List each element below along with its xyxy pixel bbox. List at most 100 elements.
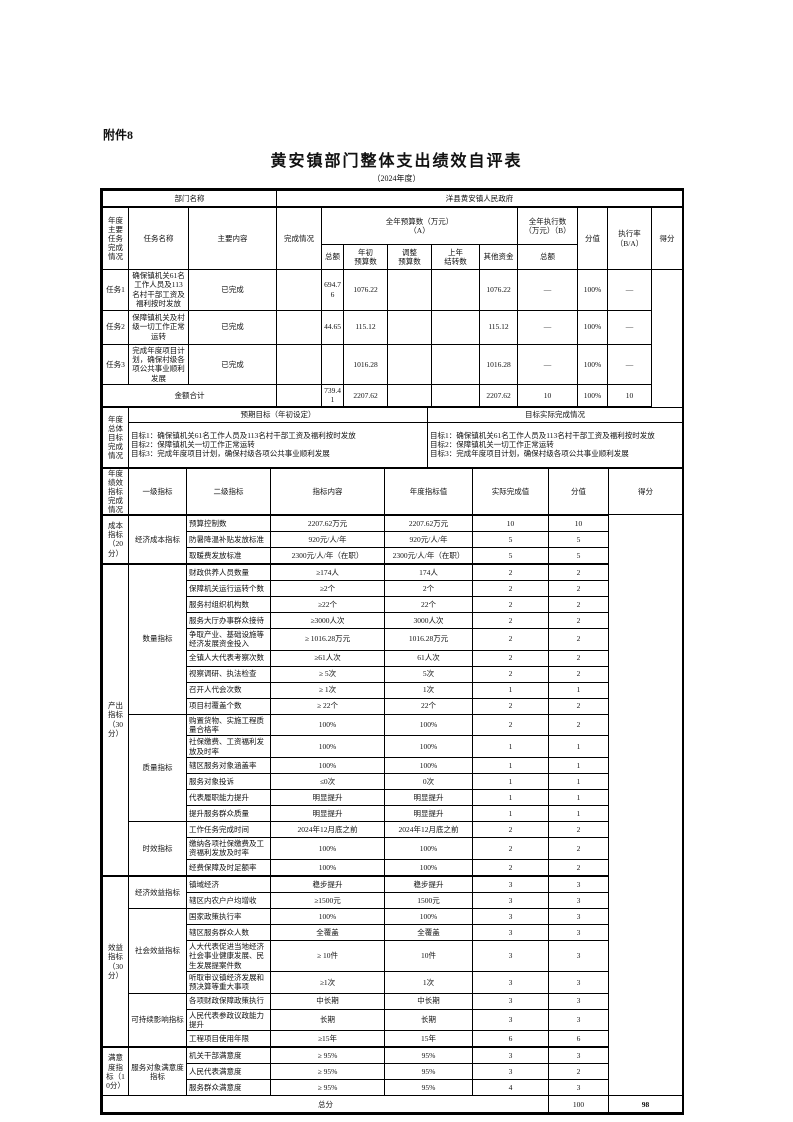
indicator-row: 服务村组织机构数 ≥22个 22个 2 2: [103, 595, 683, 613]
indicator-target: ≥15年: [270, 1030, 385, 1048]
indicator-content: 辖区服务群众人数: [186, 923, 271, 941]
indicator-points: 1: [472, 773, 549, 790]
indicator-content: 机关干部满意度: [186, 1046, 271, 1065]
indicator-score: 3: [548, 939, 609, 972]
indicator-points: 6: [472, 1030, 549, 1048]
indicator-points: 5: [472, 546, 549, 565]
indicator-actual: 920元/人/年: [384, 530, 473, 548]
indicator-content: 争取产业、基础设施等经济发展资金投入: [186, 627, 271, 651]
task-content: 保障镇机关及村级一切工作正常运转: [128, 309, 189, 345]
goal-expected-1: 目标1：确保镇机关61名工作人员及113名村干部工资及福利按时发放: [131, 430, 356, 440]
goals-section-label-text: 年度总体目标完成情况: [108, 414, 123, 460]
col-adjusted-budget: 调整 预算数: [387, 244, 432, 270]
summary-other: [431, 384, 480, 407]
col-indicator-score: 得分: [608, 467, 683, 516]
goal-expected-2: 目标2：保障镇机关一切工作正常运转: [131, 440, 255, 450]
task-score: —: [607, 309, 652, 345]
indicator-score: 2: [548, 595, 609, 613]
indicator-actual: 1016.28万元: [384, 627, 473, 651]
summary-score: 10: [607, 384, 652, 407]
goals-actual-content: 目标1：确保镇机关61名工作人员及113名村干部工资及福利按时发放 目标2：保障…: [427, 421, 683, 468]
col-total-b: 总额: [517, 244, 578, 270]
task-initial: [321, 343, 344, 385]
indicator-score: 2: [548, 837, 609, 860]
indicator-target: 100%: [270, 735, 385, 758]
indicator-content: 服务大厅办事群众接待: [186, 611, 271, 629]
summary-total-a: [276, 384, 322, 407]
task-name: 任务3: [102, 343, 129, 385]
tasks-summary-row: 金额合计 739.41 2207.62 2207.62 10 100% 10: [102, 384, 683, 407]
indicator-content: 人大代表促进当地经济社会事业健康发展、民生发展提案件数: [186, 939, 271, 972]
indicator-actual: 0次: [384, 773, 473, 790]
goals-header-row: 年度总体目标完成情况 预期目标（年初设定） 目标实际完成情况: [102, 406, 683, 468]
indicator-points: 3: [472, 970, 549, 994]
indicators-section-label-text: 年度绩效指标完成情况: [108, 468, 123, 514]
indicator-level2: 经济成本指标: [128, 513, 187, 565]
indicator-content: 社保缴费、工资福利发放及时率: [186, 735, 271, 758]
col-score: 得分: [651, 207, 683, 270]
indicators-header-row: 年度绩效指标完成情况 一级指标 二级指标 指标内容 年度指标值 实际完成值 分值…: [102, 467, 683, 516]
col-carryover: 上年 结转数: [431, 244, 480, 270]
total-score-row: 总分 100 98: [102, 1095, 683, 1114]
indicator-actual: 100%: [384, 757, 473, 774]
indicator-content: 财政供养人员数量: [186, 562, 271, 581]
indicator-target: 中长期: [270, 992, 385, 1010]
indicator-content: 召开人代会次数: [186, 681, 271, 699]
indicator-actual: 2024年12月底之前: [384, 821, 473, 838]
indicator-points: 2: [472, 627, 549, 651]
col-initial-budget: 年初 预算数: [343, 244, 388, 270]
col-status: 完成情况: [276, 207, 322, 270]
indicator-target: 920元/人/年: [270, 530, 385, 548]
indicator-target: ≥174人: [270, 562, 385, 581]
summary-carryover: [387, 384, 432, 407]
indicator-level1: 效益指标（30分）: [102, 874, 129, 1048]
indicator-actual: 100%: [384, 735, 473, 758]
indicator-content: 镇域经济: [186, 874, 271, 893]
indicator-row: 召开人代会次数 ≥ 1次 1次 1 1: [103, 681, 683, 699]
indicator-score: 2: [548, 713, 609, 737]
indicator-score: 3: [548, 891, 609, 909]
task-rate: 100%: [577, 269, 608, 311]
indicator-points: 2: [472, 858, 549, 877]
indicator-row: 质量指标 购置货物、实施工程质量合格率 100% 100% 2 2: [103, 713, 683, 822]
summary-rate: 100%: [577, 384, 608, 407]
department-row: 部门名称 洋县黄安镇人民政府: [102, 190, 683, 207]
indicator-actual: 1次: [384, 970, 473, 994]
indicator-content: 辖区内农户户均增收: [186, 891, 271, 909]
task-carryover: [387, 343, 432, 385]
task-rate: 100%: [577, 309, 608, 345]
task-adjusted: 1016.28: [343, 343, 388, 385]
task-carryover: [387, 309, 432, 345]
task-initial: 44.65: [321, 309, 344, 345]
task-total-b: 1016.28: [479, 343, 518, 385]
indicator-actual: 1500元: [384, 891, 473, 909]
indicator-level1: 产出指标（30分）: [102, 562, 129, 877]
indicator-actual: 100%: [384, 907, 473, 925]
goal-actual-2: 目标2：保障镇机关一切工作正常运转: [430, 440, 554, 450]
indicator-target: ≥ 1次: [270, 681, 385, 699]
indicator-points: 3: [472, 1063, 549, 1081]
task-other: [431, 309, 480, 345]
task-name: 任务2: [102, 309, 129, 345]
col-task-name: 任务名称: [128, 207, 189, 270]
indicator-actual: 95%: [384, 1079, 473, 1097]
task-other: [431, 269, 480, 311]
indicator-score: 2: [548, 858, 609, 877]
attachment-label: 附件8: [103, 128, 134, 142]
indicator-row: 服务对象投诉 ≤0次 0次 1 1: [103, 773, 683, 790]
indicator-score: 2: [548, 579, 609, 597]
indicator-target: ≥61人次: [270, 649, 385, 667]
indicator-target: ≥ 95%: [270, 1063, 385, 1081]
indicator-content: 各项财政保障政策执行: [186, 992, 271, 1010]
indicator-score: 2: [548, 562, 609, 581]
goals-expected-header: 预期目标（年初设定）: [128, 406, 428, 423]
col-exec-rate: 执行率 （B/A）: [607, 207, 652, 270]
total-points: 100: [548, 1095, 609, 1114]
indicator-level2: 质量指标: [128, 713, 187, 822]
indicator-content: 保障机关运行运转个数: [186, 579, 271, 597]
indicator-row: 社会效益指标 国家政策执行率 100% 100% 3 3: [103, 907, 683, 994]
task-points: —: [517, 309, 578, 345]
indicator-points: 2: [472, 579, 549, 597]
indicator-actual: 22个: [384, 595, 473, 613]
